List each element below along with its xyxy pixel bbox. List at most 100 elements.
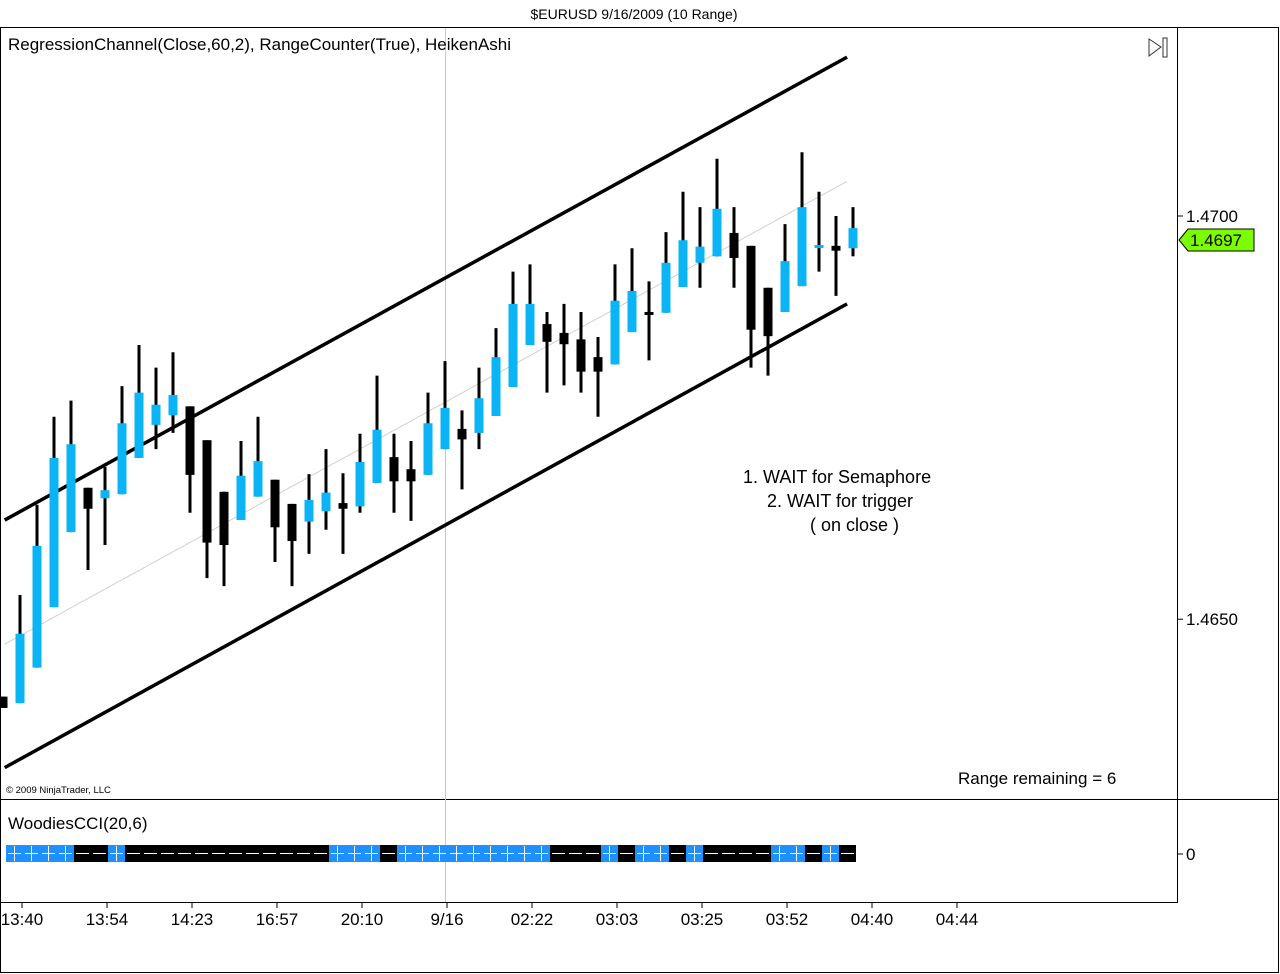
cci-cell bbox=[380, 845, 397, 862]
candle bbox=[355, 433, 365, 513]
price-axis[interactable]: 1.4700 1.4650 bbox=[1178, 207, 1238, 629]
candle bbox=[457, 410, 467, 490]
cci-cell bbox=[142, 845, 159, 862]
cci-histogram bbox=[6, 845, 856, 862]
cci-cell bbox=[108, 845, 125, 862]
copyright-text: © 2009 NinjaTrader, LLC bbox=[6, 785, 111, 796]
cci-cell bbox=[159, 845, 176, 862]
candle bbox=[389, 433, 399, 513]
cci-cell bbox=[414, 845, 431, 862]
time-tick-label: 03:25 bbox=[681, 910, 724, 929]
candle bbox=[66, 400, 76, 533]
candle bbox=[491, 328, 501, 416]
candle-body bbox=[729, 232, 739, 258]
cci-cell bbox=[40, 845, 57, 862]
candle bbox=[610, 264, 620, 365]
cci-cell bbox=[397, 845, 414, 862]
time-tick-label: 9/16 bbox=[430, 910, 463, 929]
cci-cell bbox=[465, 845, 482, 862]
candle-body bbox=[610, 300, 620, 365]
candle-body bbox=[661, 262, 671, 313]
time-tick-label: 14:23 bbox=[171, 910, 214, 929]
cci-cell bbox=[448, 845, 465, 862]
candle-body bbox=[712, 208, 722, 257]
candle-body bbox=[525, 303, 535, 346]
cci-cell bbox=[261, 845, 278, 862]
candle-body bbox=[15, 633, 25, 704]
candle-body bbox=[253, 461, 263, 497]
cci-cell bbox=[686, 845, 703, 862]
candle-body bbox=[406, 469, 416, 482]
candle-body bbox=[559, 332, 569, 345]
candle bbox=[848, 207, 858, 257]
candle bbox=[593, 336, 603, 417]
candle bbox=[746, 245, 756, 368]
candle bbox=[185, 406, 195, 513]
cci-cell bbox=[771, 845, 788, 862]
cci-cell bbox=[244, 845, 261, 862]
time-tick-label: 04:40 bbox=[851, 910, 894, 929]
candle bbox=[338, 473, 348, 554]
candle bbox=[168, 352, 178, 433]
candle bbox=[678, 191, 688, 287]
play-to-end-icon[interactable] bbox=[1148, 37, 1168, 58]
candle-body bbox=[508, 303, 518, 387]
time-tick-label: 04:44 bbox=[936, 910, 979, 929]
candle bbox=[0, 696, 8, 708]
cci-cell bbox=[91, 845, 108, 862]
candle-body bbox=[746, 245, 756, 330]
cci-cell bbox=[635, 845, 652, 862]
time-tick-label: 13:54 bbox=[86, 910, 129, 929]
candle-body bbox=[338, 503, 348, 509]
candle bbox=[100, 466, 110, 546]
candle bbox=[559, 303, 569, 386]
candle-body bbox=[287, 503, 297, 541]
candle-body bbox=[117, 423, 127, 495]
candle bbox=[763, 287, 773, 376]
cci-cell bbox=[550, 845, 567, 862]
cci-cell bbox=[822, 845, 839, 862]
candle bbox=[661, 232, 671, 313]
cci-cell bbox=[6, 845, 23, 862]
candle-body bbox=[576, 339, 586, 372]
candle-body bbox=[423, 423, 433, 475]
candle bbox=[83, 487, 93, 571]
candle bbox=[440, 361, 450, 450]
time-tick-label: 20:10 bbox=[341, 910, 384, 929]
candle-body bbox=[49, 457, 59, 608]
candle-body bbox=[66, 444, 76, 533]
candle-body bbox=[100, 490, 110, 499]
candle bbox=[474, 367, 484, 450]
cci-cell bbox=[788, 845, 805, 862]
time-tick-label: 16:57 bbox=[256, 910, 299, 929]
channel-lower-line bbox=[3, 302, 848, 770]
candle bbox=[15, 595, 25, 704]
window-title: $EURUSD 9/16/2009 (10 Range) bbox=[530, 6, 737, 22]
channel-middle-line bbox=[4, 180, 848, 645]
candle bbox=[236, 441, 246, 521]
price-tick-label: 1.4650 bbox=[1186, 610, 1238, 629]
last-price-label: 1.4697 bbox=[1190, 231, 1242, 250]
indicator-label: RegressionChannel(Close,60,2), RangeCoun… bbox=[8, 35, 511, 54]
candle-body bbox=[763, 287, 773, 337]
time-tick-label: 02:22 bbox=[511, 910, 554, 929]
candle bbox=[253, 416, 263, 497]
candle bbox=[372, 375, 382, 483]
time-tick-label: 03:03 bbox=[596, 910, 639, 929]
cci-cell bbox=[312, 845, 329, 862]
candle bbox=[712, 158, 722, 257]
cci-cell bbox=[669, 845, 686, 862]
candle-body bbox=[321, 492, 331, 512]
time-axis[interactable]: 13:40 13:54 14:23 16:57 20:10 9/16 02:22 03:03 0… bbox=[1, 903, 979, 929]
candle bbox=[780, 224, 790, 312]
cci-cell bbox=[210, 845, 227, 862]
candle bbox=[729, 207, 739, 288]
cci-cell bbox=[584, 845, 601, 862]
candle-body bbox=[644, 311, 654, 315]
cci-cell bbox=[567, 845, 584, 862]
cci-cell bbox=[329, 845, 346, 862]
candle bbox=[270, 479, 280, 562]
candle bbox=[32, 504, 42, 668]
candle bbox=[219, 491, 229, 587]
